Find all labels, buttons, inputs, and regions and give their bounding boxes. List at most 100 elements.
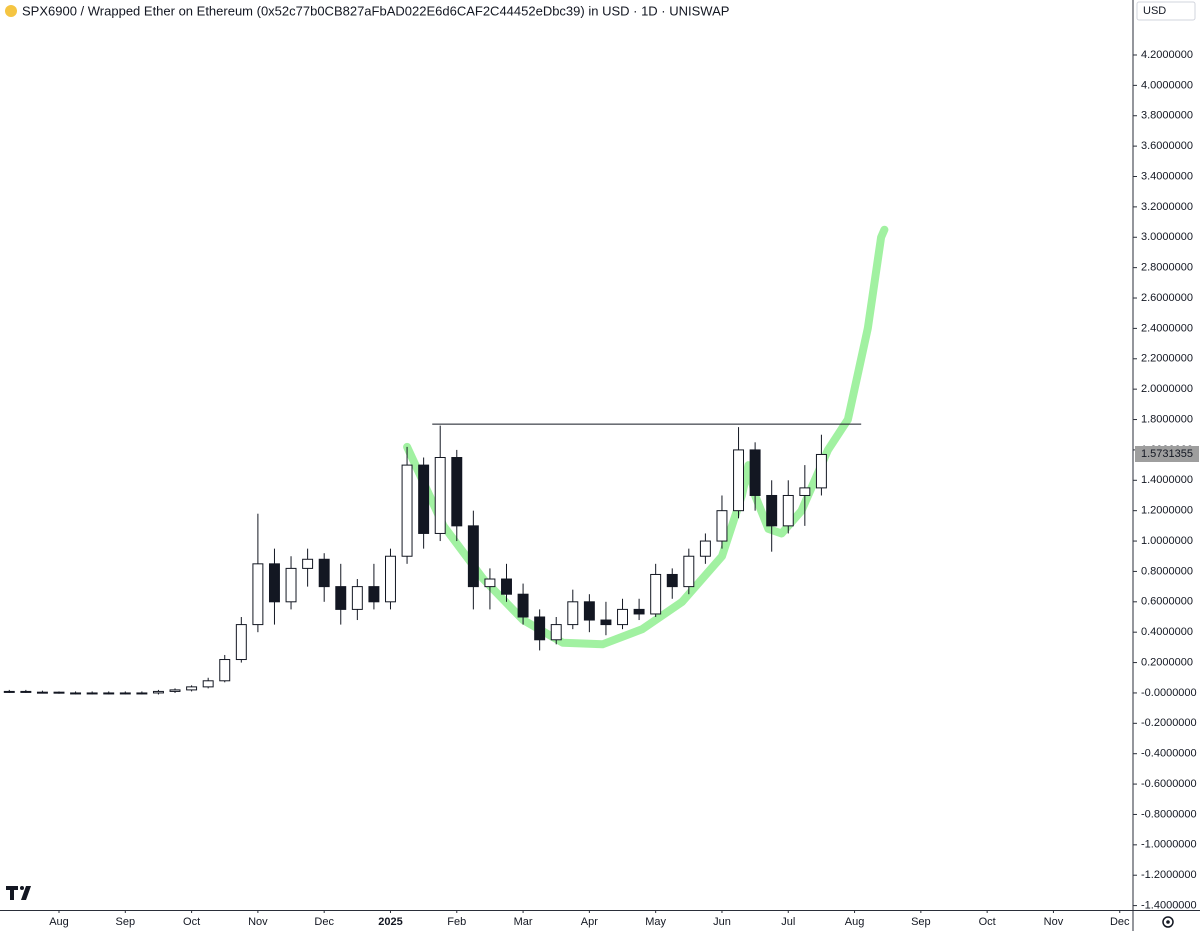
candle <box>368 563 380 610</box>
candle-body <box>186 686 198 691</box>
y-tick-label: 3.2000000 <box>1141 201 1193 213</box>
x-tick-label: Aug <box>845 916 865 928</box>
candle <box>136 691 148 695</box>
candle <box>335 563 347 625</box>
candle <box>302 548 314 587</box>
x-tick-label: Oct <box>183 916 200 928</box>
candle-body <box>600 619 612 626</box>
candle-body <box>3 690 15 693</box>
candle <box>252 513 264 633</box>
y-tick-label: 0.6000000 <box>1141 596 1193 608</box>
candle <box>617 598 628 630</box>
candle-body <box>385 555 396 603</box>
candle-body <box>782 494 794 527</box>
candle-body <box>517 593 529 618</box>
candle-body <box>318 558 330 588</box>
y-tick-label: 2.4000000 <box>1141 322 1193 334</box>
candle-body <box>401 464 413 557</box>
x-tick-label: Dec <box>314 916 334 928</box>
y-tick-label: -1.2000000 <box>1141 869 1197 881</box>
x-tick-label: Sep <box>911 916 931 928</box>
candle <box>152 689 164 695</box>
y-tick-label: -1.0000000 <box>1141 839 1197 851</box>
y-tick-label: 3.8000000 <box>1141 110 1193 122</box>
candle-body <box>749 449 761 496</box>
candle-body <box>86 692 98 695</box>
candle-body <box>617 608 628 626</box>
plot-area <box>3 425 827 695</box>
x-tick-label: Oct <box>979 916 996 928</box>
candle-body <box>252 563 264 626</box>
y-tick-label: -0.8000000 <box>1141 808 1197 820</box>
settings-icon[interactable] <box>1162 916 1174 928</box>
candle <box>53 691 65 694</box>
candle <box>36 690 48 694</box>
candle <box>484 568 496 610</box>
chart-title: SPX6900 / Wrapped Ether on Ethereum (0x5… <box>22 3 729 18</box>
candle-body <box>119 692 131 695</box>
y-tick-label: 2.2000000 <box>1141 353 1193 365</box>
x-tick-label: Mar <box>514 916 533 928</box>
candle-body <box>633 608 645 615</box>
candle <box>749 442 761 511</box>
candle-body <box>567 601 579 626</box>
y-tick-label: 2.8000000 <box>1141 262 1193 274</box>
candle-body <box>103 692 115 695</box>
x-tick-label: May <box>645 916 666 928</box>
candle <box>650 563 662 617</box>
y-tick-label: -1.4000000 <box>1141 900 1197 912</box>
candle <box>567 589 579 630</box>
x-tick-label: Aug <box>49 916 69 928</box>
currency-label[interactable]: USD <box>1143 5 1166 17</box>
y-tick-label: -0.2000000 <box>1141 717 1197 729</box>
candle-body <box>368 586 380 603</box>
candle <box>550 616 562 645</box>
candle-body <box>716 510 728 542</box>
y-tick-label: 4.2000000 <box>1141 49 1193 61</box>
y-tick-label: 3.0000000 <box>1141 231 1193 243</box>
candle-body <box>219 659 231 682</box>
candle-body <box>302 558 314 569</box>
candle <box>103 691 115 695</box>
x-tick-label: Jul <box>781 916 795 928</box>
candle <box>434 425 446 542</box>
candle-body <box>285 567 297 603</box>
symbol-icon <box>5 5 17 17</box>
candle <box>501 563 512 602</box>
candle-body <box>799 487 811 496</box>
candle <box>666 568 678 599</box>
candle <box>534 609 546 651</box>
candle <box>815 434 827 496</box>
candle <box>202 677 214 689</box>
candle-body <box>733 449 745 512</box>
candle-body <box>53 691 65 694</box>
candle <box>699 533 711 564</box>
candle-body <box>268 563 280 603</box>
candle-body <box>418 464 430 534</box>
candle <box>169 688 181 693</box>
y-tick-label: 3.4000000 <box>1141 170 1193 182</box>
y-tick-label: -0.4000000 <box>1141 748 1197 760</box>
candle <box>3 689 15 693</box>
last-price-box <box>1135 445 1199 462</box>
candle-body <box>534 616 546 641</box>
candle <box>235 616 247 663</box>
candle-body <box>36 691 48 694</box>
y-tick-label: 1.0000000 <box>1141 535 1193 547</box>
y-tick-label: 2.6000000 <box>1141 292 1193 304</box>
candle <box>517 583 529 625</box>
candle <box>583 594 595 633</box>
y-tick-label: 3.6000000 <box>1141 140 1193 152</box>
candle-body <box>550 624 562 641</box>
candle-body <box>683 555 695 588</box>
candle-body <box>766 494 778 527</box>
candle <box>86 691 98 695</box>
candle-body <box>467 525 479 588</box>
currency-button[interactable] <box>1136 1 1196 21</box>
candle-body <box>136 692 148 695</box>
x-tick-label: Dec <box>1110 916 1130 928</box>
candle-body <box>815 453 827 489</box>
candle <box>766 480 778 552</box>
y-tick-label: -0.6000000 <box>1141 778 1197 790</box>
